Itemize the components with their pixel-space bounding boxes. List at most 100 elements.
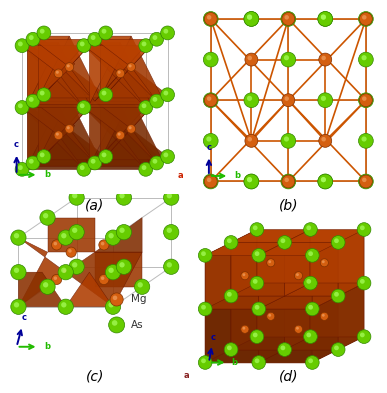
Circle shape xyxy=(199,302,212,316)
Circle shape xyxy=(29,35,34,40)
Circle shape xyxy=(206,177,211,182)
Circle shape xyxy=(142,103,146,108)
Circle shape xyxy=(308,251,313,256)
Circle shape xyxy=(69,259,84,274)
Circle shape xyxy=(77,162,91,176)
Circle shape xyxy=(224,289,238,303)
Circle shape xyxy=(99,26,113,40)
Circle shape xyxy=(305,356,319,369)
Circle shape xyxy=(118,132,121,136)
Polygon shape xyxy=(106,67,168,95)
Circle shape xyxy=(51,274,62,285)
Circle shape xyxy=(321,177,326,182)
Circle shape xyxy=(118,71,121,74)
Polygon shape xyxy=(284,242,338,296)
Circle shape xyxy=(282,13,295,26)
Polygon shape xyxy=(205,255,259,309)
Text: b: b xyxy=(44,170,50,179)
Circle shape xyxy=(244,93,259,108)
Circle shape xyxy=(361,55,366,60)
Circle shape xyxy=(61,268,67,273)
Text: a: a xyxy=(184,371,189,380)
Circle shape xyxy=(119,262,125,268)
Circle shape xyxy=(15,39,29,53)
Polygon shape xyxy=(310,283,364,337)
Polygon shape xyxy=(106,101,157,156)
Circle shape xyxy=(206,136,211,141)
Circle shape xyxy=(161,88,175,102)
Circle shape xyxy=(116,131,125,140)
Circle shape xyxy=(244,174,259,189)
Circle shape xyxy=(281,11,296,26)
Circle shape xyxy=(227,238,232,243)
Circle shape xyxy=(362,96,366,101)
Circle shape xyxy=(15,101,29,114)
Polygon shape xyxy=(22,73,84,108)
Polygon shape xyxy=(84,73,146,108)
Polygon shape xyxy=(44,67,106,95)
Circle shape xyxy=(278,236,291,249)
Polygon shape xyxy=(284,296,338,350)
Circle shape xyxy=(164,224,179,240)
Text: b: b xyxy=(235,171,240,180)
Polygon shape xyxy=(231,283,310,296)
Circle shape xyxy=(281,174,296,189)
Circle shape xyxy=(227,345,232,350)
Circle shape xyxy=(284,15,289,20)
Circle shape xyxy=(99,88,113,102)
Polygon shape xyxy=(33,73,95,101)
Text: As: As xyxy=(131,320,144,330)
Circle shape xyxy=(361,177,366,182)
Circle shape xyxy=(139,101,152,114)
Circle shape xyxy=(91,159,96,163)
Circle shape xyxy=(201,251,206,256)
Circle shape xyxy=(58,264,74,280)
Circle shape xyxy=(295,325,303,333)
Circle shape xyxy=(281,134,296,148)
Polygon shape xyxy=(27,42,89,104)
Circle shape xyxy=(113,296,117,300)
Circle shape xyxy=(204,94,217,107)
Circle shape xyxy=(250,223,264,236)
Circle shape xyxy=(281,238,285,243)
Polygon shape xyxy=(95,101,157,129)
Polygon shape xyxy=(100,36,162,98)
Circle shape xyxy=(54,69,63,78)
Polygon shape xyxy=(84,135,146,169)
Circle shape xyxy=(152,159,158,163)
Polygon shape xyxy=(259,296,338,309)
Circle shape xyxy=(308,358,313,363)
Circle shape xyxy=(362,15,366,20)
Polygon shape xyxy=(312,296,338,362)
Polygon shape xyxy=(38,98,100,160)
Polygon shape xyxy=(100,98,162,160)
Circle shape xyxy=(318,174,333,189)
Circle shape xyxy=(247,15,252,20)
Polygon shape xyxy=(22,46,84,73)
Polygon shape xyxy=(95,67,157,101)
Circle shape xyxy=(167,193,172,198)
Polygon shape xyxy=(89,137,151,166)
Polygon shape xyxy=(95,101,157,163)
Circle shape xyxy=(43,213,48,219)
Circle shape xyxy=(321,177,326,182)
Polygon shape xyxy=(33,108,84,163)
Circle shape xyxy=(108,268,114,273)
Circle shape xyxy=(53,242,57,245)
Circle shape xyxy=(163,152,168,157)
Polygon shape xyxy=(22,46,84,108)
Polygon shape xyxy=(259,296,284,362)
Polygon shape xyxy=(284,283,310,350)
Polygon shape xyxy=(259,242,284,309)
Circle shape xyxy=(319,53,332,66)
Polygon shape xyxy=(284,337,364,350)
Circle shape xyxy=(247,15,252,20)
Polygon shape xyxy=(22,135,84,169)
Polygon shape xyxy=(84,108,146,169)
Circle shape xyxy=(164,259,179,274)
Polygon shape xyxy=(205,350,284,362)
Polygon shape xyxy=(38,98,69,160)
Circle shape xyxy=(14,268,19,273)
Circle shape xyxy=(358,134,373,148)
Circle shape xyxy=(201,358,206,363)
